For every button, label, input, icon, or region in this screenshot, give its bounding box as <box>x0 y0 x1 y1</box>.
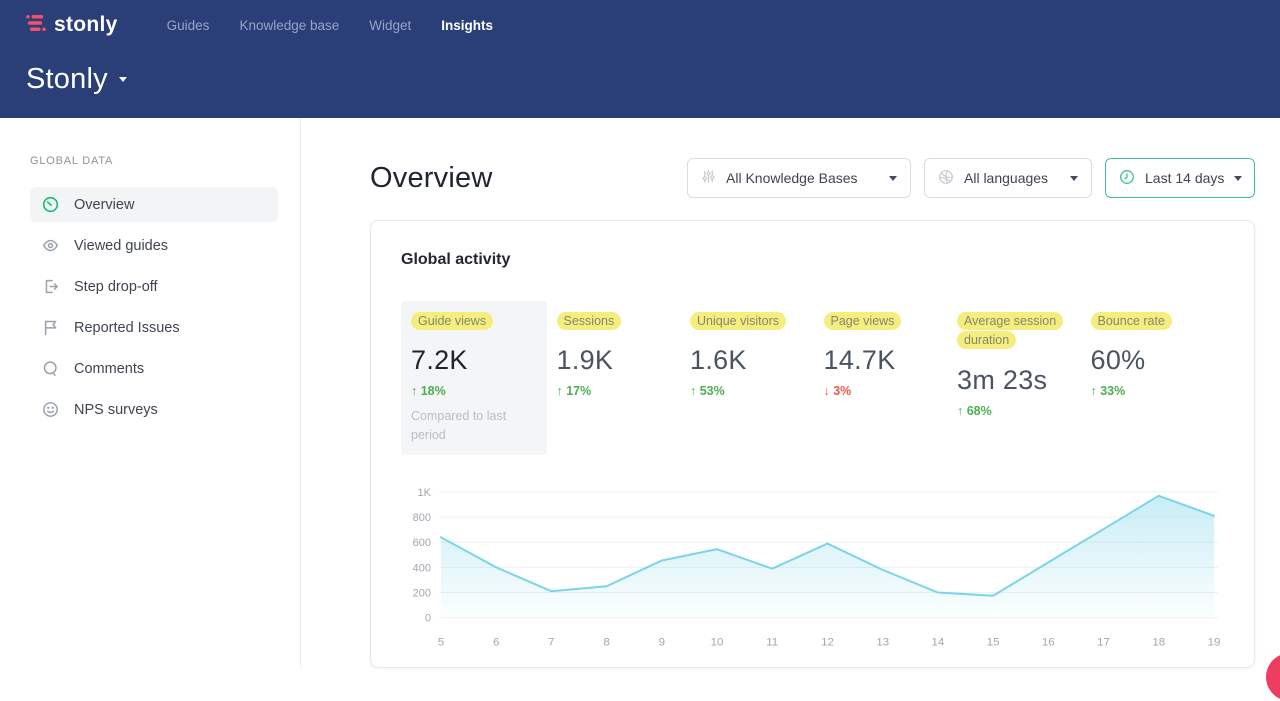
brand-logo[interactable]: stonly <box>26 13 118 37</box>
workspace-title: Stonly <box>26 63 108 96</box>
metric-value: 1.9K <box>557 345 683 376</box>
chevron-down-icon <box>119 77 127 82</box>
metric-delta: ↑ 33% <box>1091 384 1217 398</box>
workspace-selector[interactable]: Stonly <box>26 63 127 96</box>
language-filter-value: All languages <box>964 170 1060 186</box>
metric-bounce-rate[interactable]: Bounce rate 60% ↑ 33% <box>1091 301 1225 455</box>
nav-widget[interactable]: Widget <box>369 18 411 33</box>
svg-text:19: 19 <box>1208 636 1221 648</box>
sidebar-item-comments[interactable]: Comments <box>30 351 278 386</box>
metric-value: 60% <box>1091 345 1217 376</box>
exit-icon <box>42 278 59 295</box>
page-title: Overview <box>370 162 492 195</box>
metric-page-views[interactable]: Page views 14.7K ↓ 3% <box>824 301 958 455</box>
sidebar-item-label: NPS surveys <box>74 402 158 418</box>
svg-text:800: 800 <box>413 512 431 524</box>
svg-text:17: 17 <box>1097 636 1110 648</box>
metric-delta: ↑ 18% <box>411 384 537 398</box>
sidebar-section-label: GLOBAL DATA <box>30 155 278 167</box>
sidebar-item-overview[interactable]: Overview <box>30 187 278 222</box>
metric-note: Compared to last period <box>411 407 516 443</box>
sliders-icon <box>701 169 716 187</box>
language-filter[interactable]: All languages <box>924 158 1092 198</box>
global-activity-card: Global activity Guide views 7.2K ↑ 18% C… <box>370 220 1255 668</box>
eye-icon <box>42 237 59 254</box>
comment-icon <box>42 360 59 377</box>
sidebar-item-step-drop-off[interactable]: Step drop-off <box>30 269 278 304</box>
sidebar-list: Overview Viewed guides <box>30 187 278 427</box>
gauge-icon <box>42 196 59 213</box>
chevron-down-icon <box>1234 176 1242 181</box>
svg-text:400: 400 <box>413 562 431 574</box>
svg-text:1K: 1K <box>418 487 432 499</box>
app-header: stonly Guides Knowledge base Widget Insi… <box>0 0 1280 118</box>
smiley-icon <box>42 401 59 418</box>
metric-delta: ↑ 17% <box>557 384 683 398</box>
sidebar-item-label: Step drop-off <box>74 279 158 295</box>
svg-text:18: 18 <box>1152 636 1165 648</box>
card-title: Global activity <box>401 251 1224 269</box>
filters-bar: All Knowledge Bases All languages <box>687 158 1255 198</box>
sidebar-item-label: Overview <box>74 197 134 213</box>
sidebar-item-label: Comments <box>74 361 144 377</box>
svg-text:200: 200 <box>413 587 431 599</box>
metric-label: Guide views <box>411 312 493 330</box>
metric-delta: ↓ 3% <box>824 384 950 398</box>
main-content: Overview All Knowledge Bases <box>301 118 1280 667</box>
sidebar: GLOBAL DATA Overview Viewed guides <box>0 118 301 667</box>
date-range-filter-value: Last 14 days <box>1145 170 1224 186</box>
svg-text:5: 5 <box>438 636 444 648</box>
metrics-row: Guide views 7.2K ↑ 18% Compared to last … <box>401 301 1224 455</box>
metric-guide-views[interactable]: Guide views 7.2K ↑ 18% Compared to last … <box>401 301 547 455</box>
svg-text:7: 7 <box>548 636 554 648</box>
svg-text:15: 15 <box>987 636 1000 648</box>
nav-knowledge-base[interactable]: Knowledge base <box>239 18 339 33</box>
metric-delta: ↑ 68% <box>957 404 1083 418</box>
svg-text:9: 9 <box>659 636 665 648</box>
knowledge-base-filter[interactable]: All Knowledge Bases <box>687 158 911 198</box>
stonly-logo-icon <box>26 14 46 37</box>
metric-label: Bounce rate <box>1091 312 1172 330</box>
metric-label: Page views <box>824 312 902 330</box>
clock-icon <box>1119 169 1135 188</box>
brand-name: stonly <box>54 13 118 37</box>
sidebar-item-reported-issues[interactable]: Reported Issues <box>30 310 278 345</box>
metric-value: 1.6K <box>690 345 816 376</box>
chevron-down-icon <box>889 176 897 181</box>
nav-guides[interactable]: Guides <box>167 18 210 33</box>
globe-icon <box>938 169 954 188</box>
metric-label: Average session duration <box>957 312 1063 349</box>
metric-label: Unique visitors <box>690 312 786 330</box>
svg-text:13: 13 <box>876 636 889 648</box>
svg-text:600: 600 <box>413 537 431 549</box>
svg-text:12: 12 <box>821 636 834 648</box>
metric-value: 3m 23s <box>957 365 1083 396</box>
svg-text:6: 6 <box>493 636 499 648</box>
metric-unique-visitors[interactable]: Unique visitors 1.6K ↑ 53% <box>690 301 824 455</box>
sidebar-item-nps-surveys[interactable]: NPS surveys <box>30 392 278 427</box>
svg-text:16: 16 <box>1042 636 1055 648</box>
sidebar-item-viewed-guides[interactable]: Viewed guides <box>30 228 278 263</box>
nav-insights[interactable]: Insights <box>441 18 493 33</box>
sidebar-item-label: Viewed guides <box>74 238 168 254</box>
area-chart-svg: 0 200 400 600 800 1K 5 6 7 8 9 10 11 12 13 14 15 16 17 18 19 <box>401 482 1224 658</box>
svg-text:8: 8 <box>603 636 609 648</box>
knowledge-base-filter-value: All Knowledge Bases <box>726 170 879 186</box>
svg-text:14: 14 <box>932 636 945 648</box>
metric-delta: ↑ 53% <box>690 384 816 398</box>
top-nav: stonly Guides Knowledge base Widget Insi… <box>26 8 1254 42</box>
metric-avg-session-duration[interactable]: Average session duration 3m 23s ↑ 68% <box>957 301 1091 455</box>
chevron-down-icon <box>1070 176 1078 181</box>
metric-value: 14.7K <box>824 345 950 376</box>
sidebar-item-label: Reported Issues <box>74 320 180 336</box>
svg-text:10: 10 <box>711 636 724 648</box>
metric-label: Sessions <box>557 312 622 330</box>
svg-text:0: 0 <box>425 612 431 624</box>
flag-icon <box>42 319 59 336</box>
metric-value: 7.2K <box>411 345 537 376</box>
date-range-filter[interactable]: Last 14 days <box>1105 158 1255 198</box>
metric-sessions[interactable]: Sessions 1.9K ↑ 17% <box>557 301 691 455</box>
svg-text:11: 11 <box>766 636 778 648</box>
global-activity-chart: 0 200 400 600 800 1K 5 6 7 8 9 10 11 12 13 14 15 16 17 18 19 <box>401 482 1224 658</box>
